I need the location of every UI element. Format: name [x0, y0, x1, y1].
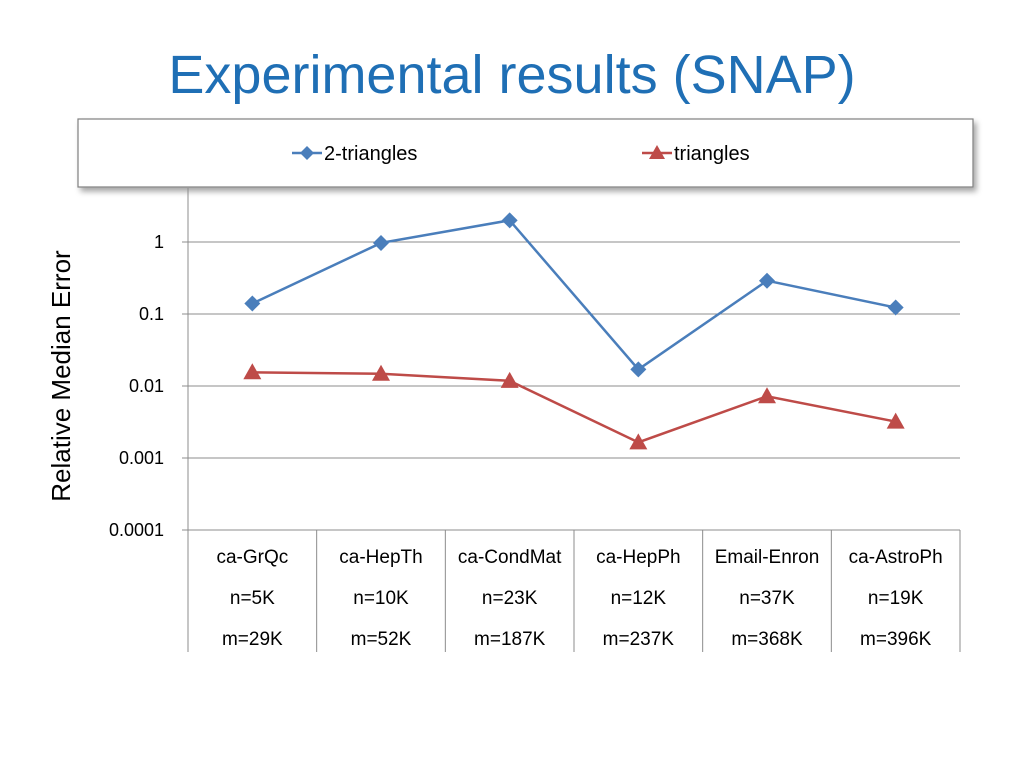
category-label: n=23K: [482, 588, 538, 609]
series-group: [243, 212, 905, 450]
category-labels: ca-GrQc n=5K m=29K ca-HepTh n=10K m=52K ca-Con…: [216, 547, 942, 650]
axes: [187, 188, 961, 652]
category-label: n=37K: [739, 588, 795, 609]
legend-label-1: triangles: [674, 143, 750, 165]
data-point-triangles: [372, 364, 390, 381]
data-point-triangles: [886, 412, 905, 429]
category-label: m=52K: [351, 629, 412, 650]
data-point-2-triangles: [373, 234, 389, 251]
category-label: m=187K: [474, 629, 546, 650]
category-label: ca-AstroPh: [849, 547, 943, 568]
data-point-2-triangles: [887, 299, 904, 316]
category-label: n=12K: [611, 588, 667, 609]
y-tick-label: 0.01: [129, 376, 164, 396]
category-label: m=396K: [860, 629, 932, 650]
y-tick-label: 0.001: [119, 448, 164, 468]
data-point-triangles: [758, 387, 776, 404]
data-point-triangles: [243, 363, 262, 380]
y-axis-label: Relative Median Error: [46, 250, 76, 502]
data-point-triangles: [629, 433, 648, 450]
legend-label-0: 2-triangles: [324, 143, 417, 165]
legend-marker-1: [649, 145, 665, 159]
data-point-2-triangles: [759, 272, 775, 289]
data-point-triangles: [500, 371, 519, 388]
category-label: Email-Enron: [715, 547, 820, 568]
series-line-triangles: [252, 371, 896, 444]
slide-title: Experimental results (SNAP): [168, 45, 856, 105]
gridlines: [182, 241, 960, 531]
legend: 2-triangles triangles: [77, 118, 974, 188]
series-line-2-triangles: [251, 218, 896, 372]
data-point-2-triangles: [244, 295, 261, 312]
y-tick-labels: 0.0001 0.001 0.01 0.1 1: [109, 232, 164, 540]
category-label: n=10K: [353, 588, 409, 609]
category-label: n=19K: [868, 588, 924, 609]
category-label: m=29K: [222, 629, 283, 650]
category-label: n=5K: [230, 588, 275, 609]
legend-marker-0: [300, 146, 314, 160]
category-label: m=237K: [603, 629, 675, 650]
y-tick-label: 0.0001: [109, 520, 164, 540]
y-tick-label: 0.1: [139, 304, 164, 324]
category-label: ca-HepTh: [339, 547, 422, 568]
category-label: ca-GrQc: [216, 547, 288, 568]
category-label: m=368K: [731, 629, 803, 650]
category-label: ca-HepPh: [596, 547, 681, 568]
data-point-2-triangles: [630, 361, 647, 378]
category-label: ca-CondMat: [458, 547, 562, 568]
legend-frame: [77, 118, 974, 188]
y-tick-label: 1: [154, 232, 164, 252]
data-point-2-triangles: [501, 212, 518, 229]
